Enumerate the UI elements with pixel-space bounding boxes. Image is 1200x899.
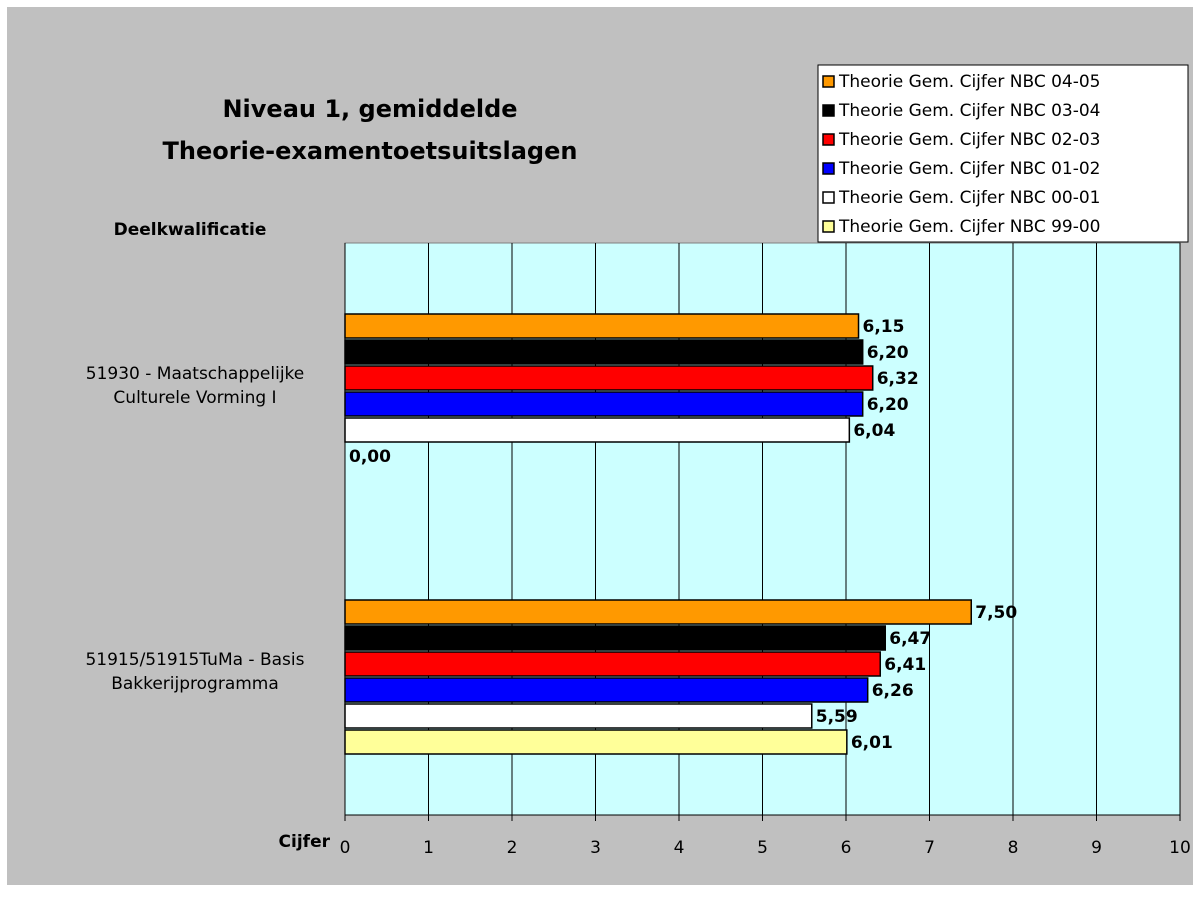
x-tick-label: 9 xyxy=(1091,838,1102,858)
bar xyxy=(344,651,881,677)
x-tick-label: 3 xyxy=(590,838,601,858)
legend-swatch xyxy=(822,75,835,88)
legend-swatch xyxy=(822,162,835,175)
bar xyxy=(344,313,860,339)
x-tick-label: 6 xyxy=(841,838,852,858)
x-tick-label: 1 xyxy=(423,838,434,858)
bar xyxy=(344,677,869,703)
data-label: 6,01 xyxy=(851,733,893,753)
data-label: 7,50 xyxy=(975,603,1017,623)
data-label: 6,04 xyxy=(853,421,895,441)
data-label: 6,20 xyxy=(867,343,909,363)
data-label: 5,59 xyxy=(816,707,858,727)
x-tick-label: 2 xyxy=(507,838,518,858)
x-tick-label: 0 xyxy=(340,838,351,858)
data-label: 6,15 xyxy=(863,317,905,337)
chart-title: Theorie-examentoetsuitslagen xyxy=(163,137,578,165)
legend-label: Theorie Gem. Cijfer NBC 99-00 xyxy=(838,217,1101,237)
legend-swatch xyxy=(822,133,835,146)
data-label: 6,32 xyxy=(877,369,919,389)
bar xyxy=(344,625,886,651)
data-label: 6,41 xyxy=(884,655,926,675)
bar xyxy=(344,365,874,391)
data-label: 6,47 xyxy=(889,629,931,649)
bar xyxy=(344,339,864,365)
legend-label: Theorie Gem. Cijfer NBC 04-05 xyxy=(838,72,1101,92)
x-tick-label: 8 xyxy=(1008,838,1019,858)
x-tick-label: 4 xyxy=(674,838,685,858)
x-tick-label: 7 xyxy=(924,838,935,858)
x-tick-label: 10 xyxy=(1169,838,1191,858)
y-tick-label: 51915/51915TuMa - Basis Bakkerijprogramm… xyxy=(85,650,305,694)
legend-box xyxy=(817,64,1189,243)
legend-swatch xyxy=(822,104,835,117)
legend-label: Theorie Gem. Cijfer NBC 03-04 xyxy=(838,101,1101,121)
data-label: 6,26 xyxy=(872,681,914,701)
legend-swatch xyxy=(822,220,835,233)
bar xyxy=(344,729,848,755)
y-tick-label: 51930 - Maatschappelijke Culturele Vormi… xyxy=(85,364,305,408)
data-label: 0,00 xyxy=(349,447,391,467)
bar xyxy=(344,391,864,417)
y-axis-label: Deelkwalificatie xyxy=(114,220,267,240)
bar xyxy=(344,703,813,729)
data-label: 6,20 xyxy=(867,395,909,415)
legend-label: Theorie Gem. Cijfer NBC 02-03 xyxy=(838,130,1101,150)
legend-label: Theorie Gem. Cijfer NBC 00-01 xyxy=(838,188,1101,208)
chart-title: Niveau 1, gemiddelde xyxy=(222,95,517,123)
x-tick-label: 5 xyxy=(757,838,768,858)
bar xyxy=(344,417,851,443)
bar xyxy=(344,599,972,625)
x-axis-label: Cijfer xyxy=(279,832,331,852)
legend-label: Theorie Gem. Cijfer NBC 01-02 xyxy=(838,159,1101,179)
legend-swatch xyxy=(822,191,835,204)
